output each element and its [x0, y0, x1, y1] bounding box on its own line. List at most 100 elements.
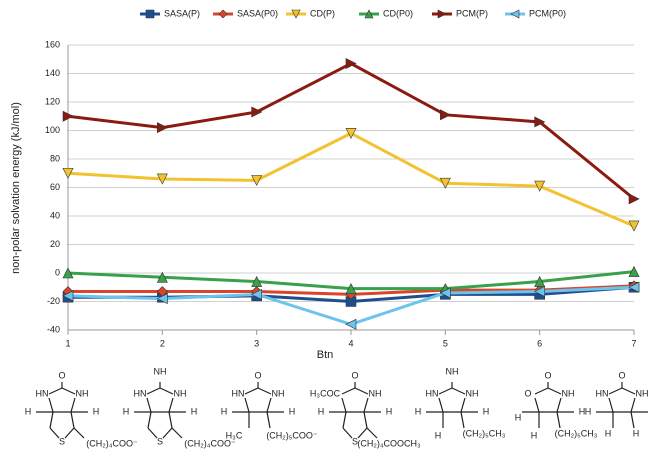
y-tick-label: 20 [50, 239, 60, 249]
series-line [67, 131, 635, 228]
marker [628, 281, 640, 293]
marker [156, 271, 168, 283]
bond [534, 397, 540, 413]
bond [438, 387, 453, 395]
atom-label: (CH₂)₅CH₃ [463, 428, 506, 438]
atom-label: NH [466, 388, 479, 398]
bond [49, 427, 60, 439]
y-axis-title: non-polar solvation energy (kJ/mol) [10, 102, 22, 274]
bond [630, 397, 636, 413]
legend-label: SASA(P0) [237, 8, 278, 18]
atom-label: H [191, 406, 198, 416]
marker [534, 275, 546, 287]
bond [556, 397, 562, 413]
marker [439, 287, 451, 299]
atom-label: H [318, 406, 325, 416]
marker [439, 177, 451, 189]
bond [146, 387, 161, 395]
y-tick-label: 60 [50, 182, 60, 192]
marker [440, 109, 452, 121]
y-tick-label: 160 [45, 39, 60, 49]
marker [145, 9, 155, 19]
atom-label: NH [174, 388, 187, 398]
atom-label: O [524, 388, 531, 398]
structure: O HN NH H H S (CH₂)₄COO⁻ [25, 370, 138, 448]
atom-label: HN [134, 388, 147, 398]
marker [533, 286, 545, 298]
atom-label: HN [426, 388, 439, 398]
bond [341, 387, 356, 395]
atom-label: (CH₂)₅COO⁻ [266, 430, 318, 440]
bond [49, 411, 54, 429]
bond [556, 411, 561, 429]
atom-label: HN [596, 388, 609, 398]
bond [363, 397, 369, 413]
y-tick-label: 80 [50, 153, 60, 163]
bond [630, 411, 635, 429]
bond [460, 411, 465, 429]
bond [460, 397, 466, 413]
atom-label: H [123, 406, 130, 416]
atom-label: H [605, 428, 612, 438]
marker [345, 283, 357, 294]
marker [250, 288, 262, 300]
bond [244, 397, 250, 413]
bond [438, 397, 444, 413]
marker [62, 110, 74, 122]
atom-label: H [289, 406, 296, 416]
bond [547, 387, 562, 395]
atom-label: H [633, 428, 640, 438]
marker [364, 9, 374, 19]
bond [266, 411, 271, 429]
bond [70, 397, 76, 413]
atom-label: NH [636, 388, 649, 398]
atom-label: H [415, 406, 422, 416]
atom-label: NH [446, 366, 459, 376]
bond [159, 387, 174, 395]
atom-label: H [531, 430, 538, 440]
atom-label: O [544, 370, 551, 380]
legend-label: PCM(P0) [529, 8, 566, 18]
x-tick-label: 7 [631, 338, 636, 348]
bond [73, 427, 85, 439]
atom-label: NH [272, 388, 285, 398]
bond [48, 397, 54, 413]
y-tick-label: 0 [55, 267, 60, 277]
atom-label: S [352, 436, 358, 446]
atom-label: HN [232, 388, 245, 398]
marker [510, 9, 520, 19]
x-tick-label: 2 [160, 338, 165, 348]
bond [354, 387, 369, 395]
atom-label: (CH₂)₄COO⁻ [184, 438, 236, 448]
bond [70, 411, 75, 429]
legend-label: CD(P) [310, 8, 335, 18]
marker [62, 167, 74, 179]
bond [608, 387, 623, 395]
bond [48, 387, 63, 395]
atom-label: H [585, 406, 592, 416]
atom-label: O [254, 370, 261, 380]
x-tick-label: 5 [443, 338, 448, 348]
atom-label: O [618, 370, 625, 380]
bond [342, 411, 347, 429]
marker [218, 9, 228, 19]
atom-label: O [58, 370, 65, 380]
bond [357, 427, 368, 439]
atom-label: H [515, 412, 522, 422]
marker [345, 58, 357, 70]
atom-label: H [93, 406, 100, 416]
marker [628, 193, 640, 205]
atom-label: NH [154, 366, 167, 376]
marker [157, 122, 169, 134]
atom-label: NH [369, 388, 382, 398]
marker [251, 275, 263, 287]
structure: NH HN NH H H H (CH₂)₅CH₃ [415, 366, 506, 440]
bond [244, 387, 259, 395]
y-tick-label: 140 [45, 68, 60, 78]
marker [437, 9, 447, 19]
bond [451, 387, 466, 395]
atom-label: H [25, 406, 32, 416]
bond [266, 397, 272, 413]
marker [251, 106, 263, 118]
